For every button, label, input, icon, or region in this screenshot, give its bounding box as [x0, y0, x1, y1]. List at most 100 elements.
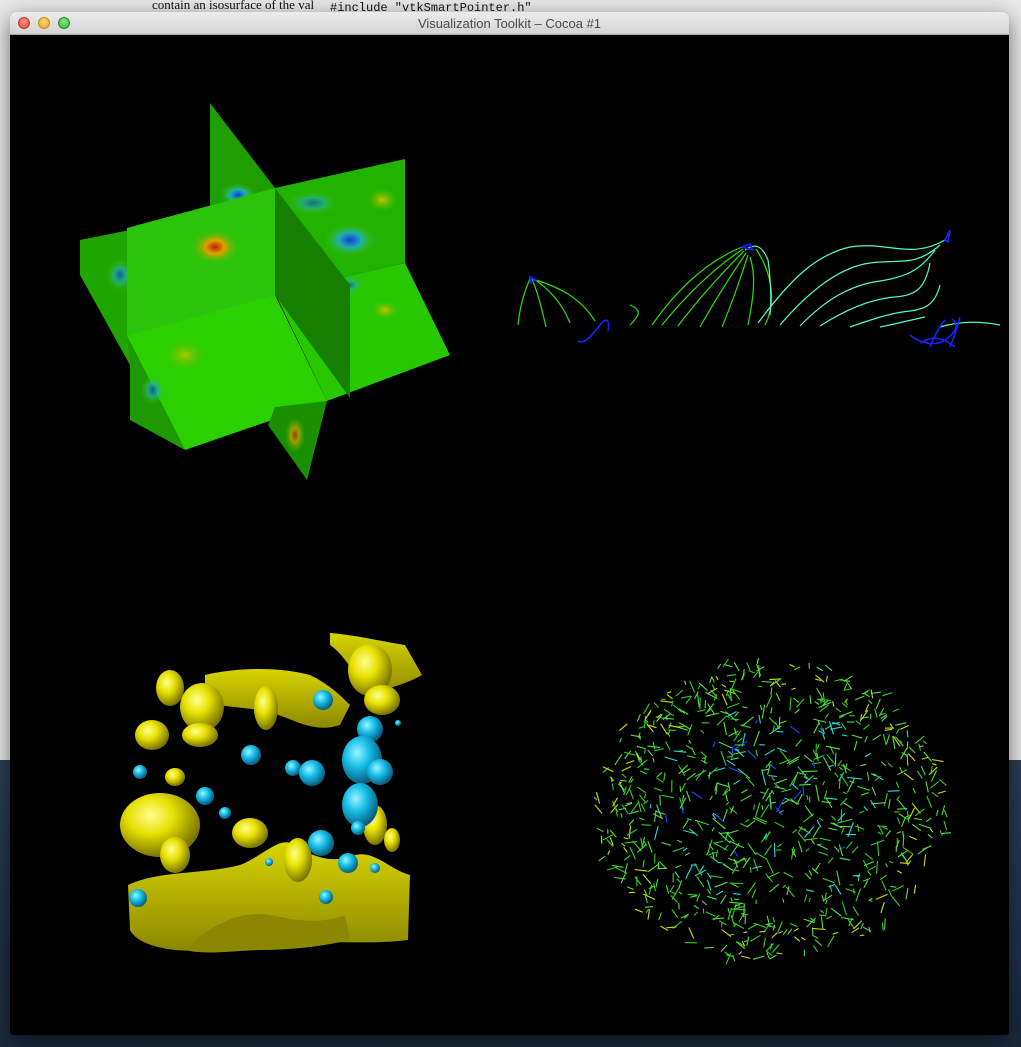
- glyph-arrow: [755, 852, 767, 860]
- glyph-arrow: [776, 796, 786, 813]
- glyph-arrow: [714, 881, 728, 888]
- glyph-arrow: [685, 790, 691, 802]
- glyph-arrow: [722, 863, 734, 872]
- glyph-arrow: [774, 721, 780, 728]
- glyph-arrow: [612, 864, 624, 868]
- glyph-arrow: [765, 950, 773, 957]
- glyph-arrow: [875, 698, 881, 710]
- minimize-window-button[interactable]: [38, 17, 50, 29]
- glyph-arrow: [778, 930, 783, 934]
- glyph-arrow: [755, 749, 759, 757]
- glyph-arrow: [727, 750, 734, 757]
- glyph-arrow: [728, 730, 739, 737]
- glyph-arrow: [634, 750, 640, 761]
- glyph-arrow: [830, 726, 843, 730]
- glyph-arrow: [647, 909, 651, 920]
- glyph-arrow: [890, 885, 897, 888]
- glyph-arrow: [840, 764, 852, 772]
- glyph-arrow: [900, 724, 909, 730]
- render-viewport[interactable]: [10, 35, 1009, 1035]
- glyph-arrow: [752, 817, 767, 825]
- glyph-arrow: [769, 681, 775, 687]
- glyph-arrow: [647, 749, 654, 757]
- glyph-arrow: [706, 872, 712, 879]
- glyph-arrow: [786, 886, 790, 896]
- glyph-arrow: [896, 817, 901, 824]
- glyph-arrow: [871, 802, 886, 805]
- cut-planes-view[interactable]: [80, 103, 450, 480]
- glyph-arrow: [791, 783, 799, 790]
- glyph-arrow: [849, 780, 855, 784]
- glyph-arrow: [730, 718, 739, 721]
- zoom-window-button[interactable]: [58, 17, 70, 29]
- glyph-arrow: [862, 859, 869, 869]
- glyph-arrow: [839, 773, 849, 787]
- glyph-arrow: [722, 809, 728, 822]
- glyph-arrow: [705, 851, 710, 856]
- glyph-arrow: [719, 831, 730, 835]
- glyph-arrow: [664, 813, 668, 823]
- glyph-arrow: [730, 897, 733, 902]
- glyph-arrow: [918, 823, 932, 829]
- glyph-arrow: [854, 695, 865, 701]
- glyph-arrow: [737, 768, 751, 779]
- glyph-arrow: [640, 756, 643, 762]
- glyph-arrow: [806, 917, 817, 928]
- render-canvas[interactable]: [10, 35, 1009, 1035]
- glyph-arrow: [791, 848, 797, 858]
- glyph-arrow: [733, 922, 745, 930]
- glyph-arrow: [857, 873, 860, 882]
- glyph-arrow: [697, 694, 700, 708]
- glyph-arrow: [640, 837, 644, 849]
- glyph-arrow: [802, 770, 818, 773]
- glyph-arrow: [830, 907, 842, 917]
- glyph-arrow: [759, 704, 763, 711]
- glyph-arrow: [929, 828, 934, 833]
- glyph-arrow: [726, 674, 737, 677]
- glyph-arrow: [733, 779, 741, 785]
- glyph-arrow: [888, 799, 891, 809]
- glyph-arrow: [803, 775, 808, 780]
- glyph-arrow: [743, 856, 748, 864]
- glyph-arrow: [752, 804, 756, 811]
- glyph-arrow: [845, 888, 856, 893]
- glyph-arrow: [684, 852, 691, 856]
- vtk-render-window[interactable]: Visualization Toolkit – Cocoa #1: [10, 12, 1009, 1035]
- glyph-arrow: [868, 897, 873, 902]
- glyph-arrow: [786, 756, 800, 765]
- glyph-arrow: [711, 676, 715, 683]
- glyph-arrow: [822, 781, 826, 786]
- glyph-arrow: [730, 915, 735, 927]
- glyph-arrow: [714, 840, 724, 844]
- glyph-arrow: [624, 750, 632, 759]
- glyph-arrow: [788, 758, 799, 765]
- glyph-arrow: [810, 917, 816, 922]
- glyph-arrow: [620, 871, 627, 884]
- glyph-arrow: [937, 790, 946, 794]
- glyph-arrow: [720, 944, 728, 952]
- glyph-arrow: [792, 829, 798, 834]
- glyph-arrow: [711, 684, 716, 691]
- glyph-arrow: [595, 791, 601, 804]
- glyph-arrow: [876, 841, 880, 857]
- glyph-arrow: [832, 931, 839, 935]
- glyph-arrow: [732, 955, 736, 962]
- glyph-arrow: [685, 744, 693, 750]
- streamlines-view[interactable]: [517, 229, 1001, 348]
- isosurface-view[interactable]: [120, 633, 422, 953]
- glyph-arrow: [749, 866, 752, 873]
- glyph-arrow: [731, 865, 738, 875]
- glyph-arrow: [803, 826, 815, 838]
- glyphs-view[interactable]: [593, 658, 952, 965]
- glyph-arrow: [678, 764, 688, 775]
- title-bar[interactable]: Visualization Toolkit – Cocoa #1: [10, 12, 1009, 35]
- glyph-arrow: [694, 869, 707, 877]
- glyph-arrow: [674, 871, 680, 879]
- glyph-arrow: [840, 827, 845, 834]
- glyph-arrow: [808, 897, 811, 902]
- glyph-arrow: [818, 914, 827, 917]
- glyph-arrow: [731, 883, 739, 888]
- glyph-arrow: [706, 708, 712, 713]
- glyph-arrow: [847, 776, 862, 780]
- close-window-button[interactable]: [18, 17, 30, 29]
